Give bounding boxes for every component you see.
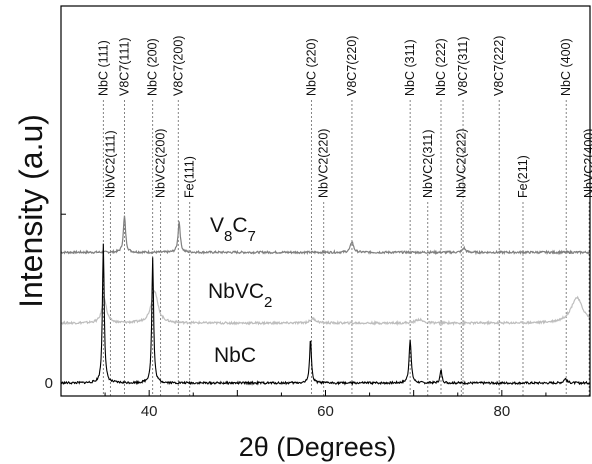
- reference-label: NbVC2(111): [103, 130, 117, 198]
- plot-frame: [60, 5, 591, 397]
- reference-label: NbVC2(311): [421, 129, 435, 198]
- x-tick-label: 80: [493, 403, 510, 420]
- series-label-part: 8: [224, 228, 232, 245]
- series-line-nbvc2: [60, 290, 591, 327]
- series-label-part: NbC: [214, 344, 256, 367]
- series-label-nbvc2: NbVC2: [208, 280, 272, 311]
- reference-label: V8C7(200): [171, 36, 185, 96]
- x-tick-label: 60: [317, 403, 334, 420]
- series-label-part: 2: [264, 294, 272, 311]
- series-label-v8c7: V8C7: [210, 214, 256, 245]
- reference-label: V8C7(111): [117, 37, 131, 96]
- series-label-part: C: [232, 214, 247, 237]
- series-label-part: V: [210, 214, 224, 237]
- reference-label: NbVC2(222): [454, 129, 468, 198]
- reference-label: NbC (222): [434, 38, 448, 96]
- reference-label: NbVC2(220): [317, 129, 331, 198]
- reference-label: Fe(111): [183, 156, 197, 198]
- reference-label: NbC (200): [146, 38, 160, 96]
- reference-label: NbC (400): [559, 38, 573, 96]
- x-tick-label: 40: [141, 403, 158, 420]
- reference-label: NbC (111): [96, 40, 110, 96]
- reference-label: V8C7(220): [345, 36, 359, 96]
- series-label-nbc: NbC: [214, 344, 256, 367]
- series-line-nbc: [60, 243, 591, 386]
- series-label-part: 7: [248, 228, 256, 245]
- reference-label: V8C7(222): [492, 36, 506, 96]
- reference-label: NbC (220): [304, 38, 318, 96]
- series-label-part: NbVC: [208, 280, 264, 303]
- y-axis-title: Intensity (a.u): [13, 114, 49, 308]
- reference-label: V8C7(311): [456, 36, 470, 96]
- reference-label: NbVC2(200): [154, 129, 168, 198]
- series-labels: V8C7 NbVC2 NbC: [208, 214, 272, 367]
- axis-ticks: 40 60 80 0: [45, 213, 591, 420]
- reference-label: NbC (311): [403, 39, 417, 96]
- reference-lines: NbC (111) V8C7(111) NbC (200) V8C7(200) NbC …: [96, 36, 592, 396]
- reference-label: Fe(211): [516, 155, 530, 198]
- reference-label: NbVC2(400): [582, 129, 592, 198]
- series-lines: [60, 215, 591, 386]
- series-line-v8c7: [60, 215, 591, 256]
- x-axis-title: 2θ (Degrees): [239, 432, 397, 462]
- y-tick-label: 0: [45, 375, 53, 392]
